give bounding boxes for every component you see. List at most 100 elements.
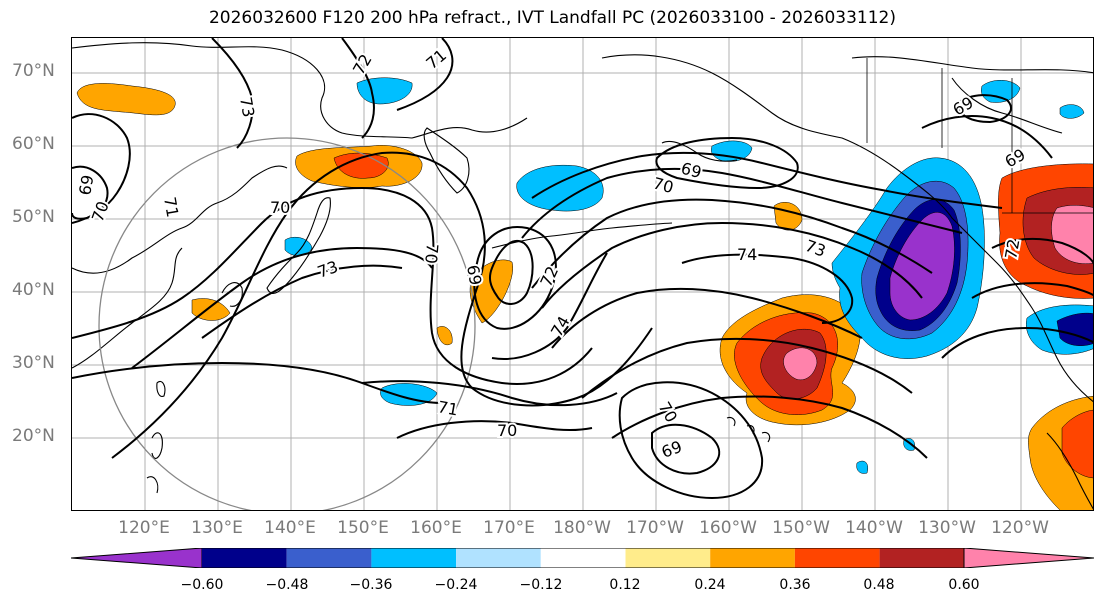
ivt-positive-small-1 [436,326,453,346]
colorbar-tick: 0.24 [694,577,726,593]
contour-72-east [991,237,1093,265]
contour-71-main [72,186,593,385]
lat-label-70n: 70°N [12,61,55,81]
contour-label: 69 [75,173,97,196]
lon-label-150e: 150°E [337,518,389,538]
coast-hudson [951,77,1063,134]
contour-74-center [681,253,854,324]
lat-label-60n: 60°N [12,134,55,154]
contour-label: 74 [737,245,757,264]
contour-72-north [341,38,375,139]
ivt-negative-small-east [856,460,868,474]
lon-label-120e: 120°E [118,518,170,538]
contour-71-north [396,38,454,111]
ivt-positive-siberia [76,83,176,116]
border-canada-provinces [941,68,1013,213]
ivt-negative-canada [981,80,1021,103]
ivt-negative-west-pac [380,383,438,406]
contour-70-main [111,151,653,459]
lon-label-170w: 170°W [626,518,684,538]
coast-mexico [1046,432,1093,510]
coast-philippines [146,432,163,494]
lon-label-160e: 160°E [410,518,462,538]
ivt-positive-small-2 [773,202,803,231]
contour-label: 70 [651,174,676,198]
coast-kamchatka [423,127,470,194]
lon-label-180w: 180°W [553,518,611,538]
colorbar-tick: −0.48 [265,577,309,593]
coast-canada-arctic [851,56,1093,74]
colorbar-extend-max [963,548,1094,568]
colorbar-segment [286,548,372,568]
contour-73-main [201,264,403,339]
colorbar [71,548,1094,568]
ivt-positive-central-peak [783,347,818,381]
colorbar-segment [371,548,457,568]
contour-69-center [655,136,799,190]
colorbar-segment [540,548,626,568]
coast-asia-east [72,165,288,274]
refractivity-contours [72,38,1093,500]
coast-japan [266,197,331,294]
contour-70-south [396,420,593,439]
plot-title: 2026032600 F120 200 hPa refract., IVT La… [208,8,896,28]
map-canvas: 73 72 71 71 69 70 70 73 70 69 72 74 70 6… [72,38,1093,510]
lon-label-160w: 160°W [699,518,757,538]
contour-70-mid [72,361,443,404]
colorbar-extend-min [71,548,203,568]
contour-label: 70 [421,243,442,265]
great-circle [98,137,476,510]
ivt-negative-canada-2 [1059,104,1085,119]
lat-label-40n: 40°N [12,280,55,300]
contour-label: 70 [497,421,517,440]
colorbar-segment [794,548,880,568]
contour-72-main [131,246,608,369]
ivt-negative-bering [516,164,604,212]
contour-label: 69 [463,263,485,286]
contour-73-north [211,38,254,149]
contour-label: 73 [236,95,258,118]
contour-label: 70 [655,399,682,426]
colorbar-segment [625,548,711,568]
colorbar-tick: 0.60 [948,577,980,593]
contour-72-lower [611,395,928,459]
lon-label-120w: 120°W [991,518,1049,538]
lon-label-130w: 130°W [918,518,976,538]
colorbar-tick: −0.12 [519,577,563,593]
contour-east-lower [941,326,1093,359]
contour-71-center [521,167,963,239]
contour-label: 72 [536,263,562,289]
lon-label-130e: 130°E [191,518,243,538]
contour-west-2 [72,165,109,220]
contour-69-south [651,423,721,475]
lon-label-140e: 140°E [264,518,316,538]
ivt-positive-uswest-peak [1051,205,1093,264]
contour-70-ring [473,226,557,330]
coast-korea [221,282,243,307]
coast-asia-north [72,42,528,139]
contour-71-south [361,380,618,407]
map-panel: 73 72 71 71 69 70 70 73 70 69 72 74 70 6… [71,37,1094,511]
contour-east-1 [921,115,1053,159]
ivt-negative-kamchatka [356,77,413,105]
colorbar-tick: −0.24 [434,577,478,593]
colorbar-tick: −0.60 [180,577,224,593]
lat-label-20n: 20°N [12,426,55,446]
ivt-positive-baja-core [1061,409,1093,479]
lon-label-170e: 170°E [483,518,535,538]
lat-label-50n: 50°N [12,207,55,227]
colorbar-segment [456,548,541,568]
coastlines [72,42,1093,510]
colorbar-segment [879,548,965,568]
coast-taiwan [156,380,166,397]
colorbar-tick: 0.48 [863,577,895,593]
colorbar-tick: 0.12 [609,577,641,593]
contour-label: 71 [422,45,450,73]
borders [866,58,1093,214]
contour-69-east [955,94,1012,124]
lat-label-30n: 30°N [12,353,55,373]
coast-aleutians [491,222,673,249]
contour-70-south-ring [618,381,764,500]
contour-70-center [531,151,1003,209]
contour-label: 71 [160,195,182,218]
